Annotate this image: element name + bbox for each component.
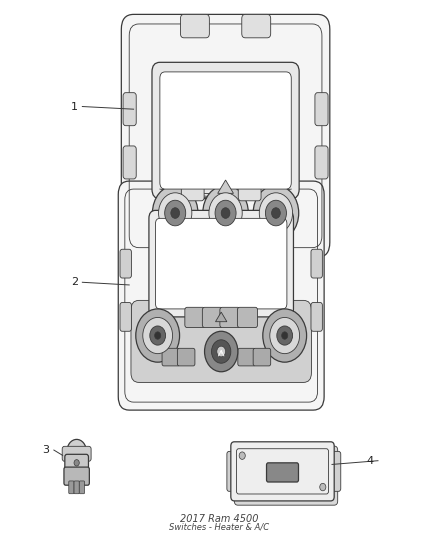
- FancyBboxPatch shape: [162, 349, 180, 366]
- FancyBboxPatch shape: [120, 249, 131, 278]
- Circle shape: [212, 340, 231, 363]
- FancyBboxPatch shape: [118, 181, 324, 410]
- FancyBboxPatch shape: [155, 219, 287, 309]
- FancyBboxPatch shape: [74, 481, 79, 494]
- Circle shape: [272, 208, 280, 219]
- FancyBboxPatch shape: [220, 308, 240, 328]
- FancyBboxPatch shape: [234, 446, 338, 505]
- Circle shape: [253, 185, 299, 241]
- Text: 4: 4: [367, 456, 374, 466]
- FancyBboxPatch shape: [152, 62, 299, 199]
- Polygon shape: [215, 312, 227, 322]
- Circle shape: [205, 332, 238, 372]
- FancyBboxPatch shape: [242, 14, 271, 38]
- Circle shape: [159, 193, 192, 233]
- FancyBboxPatch shape: [253, 349, 271, 366]
- Circle shape: [203, 185, 248, 241]
- Circle shape: [215, 200, 236, 226]
- Circle shape: [143, 318, 173, 354]
- Circle shape: [277, 326, 293, 345]
- FancyBboxPatch shape: [315, 146, 328, 179]
- FancyBboxPatch shape: [238, 349, 255, 366]
- FancyBboxPatch shape: [185, 308, 205, 328]
- Polygon shape: [218, 180, 233, 193]
- Circle shape: [270, 318, 300, 354]
- FancyBboxPatch shape: [79, 481, 85, 494]
- FancyBboxPatch shape: [120, 303, 131, 332]
- FancyBboxPatch shape: [123, 146, 136, 179]
- FancyBboxPatch shape: [311, 249, 322, 278]
- Text: 1: 1: [71, 101, 78, 111]
- FancyBboxPatch shape: [181, 183, 204, 201]
- Circle shape: [152, 185, 198, 241]
- Circle shape: [259, 193, 293, 233]
- Circle shape: [74, 459, 79, 466]
- Circle shape: [265, 200, 286, 226]
- Circle shape: [67, 439, 86, 463]
- FancyBboxPatch shape: [65, 454, 88, 473]
- Circle shape: [136, 309, 180, 362]
- Circle shape: [282, 332, 288, 340]
- Text: Switches - Heater & A/C: Switches - Heater & A/C: [169, 523, 269, 532]
- FancyBboxPatch shape: [327, 451, 341, 491]
- FancyBboxPatch shape: [160, 72, 291, 189]
- Circle shape: [165, 200, 186, 226]
- FancyBboxPatch shape: [123, 93, 136, 126]
- Circle shape: [209, 193, 242, 233]
- Text: 3: 3: [42, 445, 49, 455]
- FancyBboxPatch shape: [237, 308, 258, 328]
- Text: 2: 2: [71, 277, 78, 287]
- FancyBboxPatch shape: [311, 303, 322, 332]
- FancyBboxPatch shape: [202, 308, 223, 328]
- FancyBboxPatch shape: [315, 93, 328, 126]
- FancyBboxPatch shape: [121, 14, 330, 257]
- FancyBboxPatch shape: [62, 446, 91, 461]
- Circle shape: [263, 309, 307, 362]
- FancyBboxPatch shape: [227, 451, 241, 491]
- FancyBboxPatch shape: [266, 463, 299, 482]
- FancyBboxPatch shape: [238, 183, 261, 201]
- Text: 2017 Ram 4500: 2017 Ram 4500: [180, 514, 258, 524]
- FancyBboxPatch shape: [149, 211, 293, 317]
- Circle shape: [171, 208, 180, 219]
- FancyBboxPatch shape: [231, 442, 334, 501]
- Circle shape: [155, 332, 161, 340]
- Circle shape: [239, 452, 245, 459]
- Circle shape: [150, 326, 166, 345]
- FancyBboxPatch shape: [69, 481, 74, 494]
- FancyBboxPatch shape: [177, 349, 195, 366]
- FancyBboxPatch shape: [64, 467, 89, 485]
- Circle shape: [217, 346, 226, 357]
- FancyBboxPatch shape: [180, 14, 209, 38]
- Circle shape: [320, 483, 326, 491]
- Circle shape: [221, 208, 230, 219]
- FancyBboxPatch shape: [131, 301, 311, 382]
